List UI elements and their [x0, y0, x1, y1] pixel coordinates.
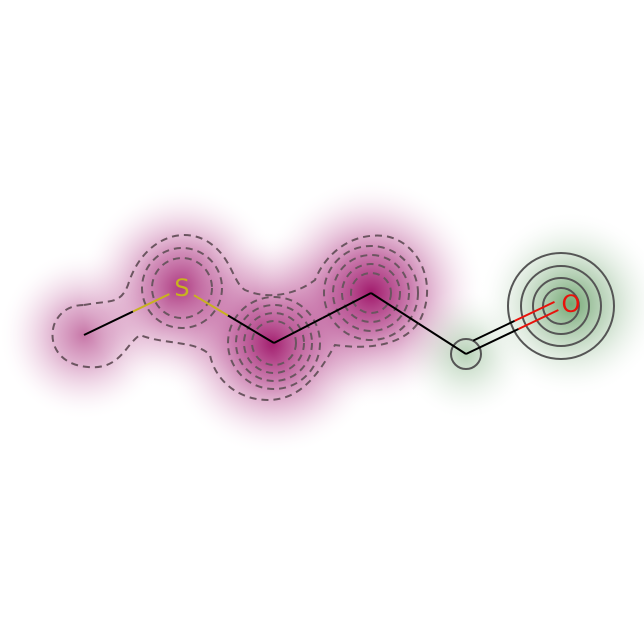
- positive-contour-o-0: [542, 287, 580, 325]
- atom-label-oxygen: O: [562, 290, 581, 318]
- negative-contour-c4-2: [332, 254, 410, 332]
- negative-contour-c3-2: [235, 304, 313, 382]
- positive-contour-o-3: [507, 252, 615, 360]
- bond-4-a-0: [465, 328, 519, 355]
- negative-contour-s-1: [141, 247, 223, 329]
- negative-contour-c4-1: [341, 263, 401, 323]
- bond-layer: [83, 292, 559, 355]
- bond-2-a-0: [273, 317, 323, 344]
- contour-layer: [51, 234, 615, 402]
- bond-4-b-1: [514, 300, 555, 322]
- bond-4-b-0: [518, 309, 559, 330]
- negative-contour-c3-3: [227, 296, 321, 390]
- atom-label-layer: S O: [174, 274, 580, 318]
- bond-3-b-0: [417, 322, 467, 355]
- positive-contour-o-2: [520, 265, 602, 347]
- positive-contour-o-1: [532, 277, 590, 335]
- bond-1-b-0: [227, 314, 275, 344]
- bond-3-a-0: [370, 292, 420, 325]
- negative-contour-c3-0: [251, 320, 297, 366]
- bond-0-b-0: [132, 293, 170, 313]
- negative-contour-c3-1: [243, 312, 305, 374]
- negative-contour-s-0: [151, 257, 213, 319]
- density-o: [477, 210, 644, 398]
- negative-contour-c4-3: [323, 245, 419, 341]
- bond-2-b-0: [322, 292, 372, 319]
- atom-label-sulfur: S: [174, 274, 189, 302]
- negative-contour-outer: [51, 234, 429, 402]
- negative-contour-c4-0: [350, 272, 392, 314]
- bond-1-a-0: [193, 294, 229, 317]
- bond-0-a-0: [83, 310, 134, 336]
- positive-contour-c5: [450, 338, 482, 370]
- bond-4-a-1: [472, 319, 516, 342]
